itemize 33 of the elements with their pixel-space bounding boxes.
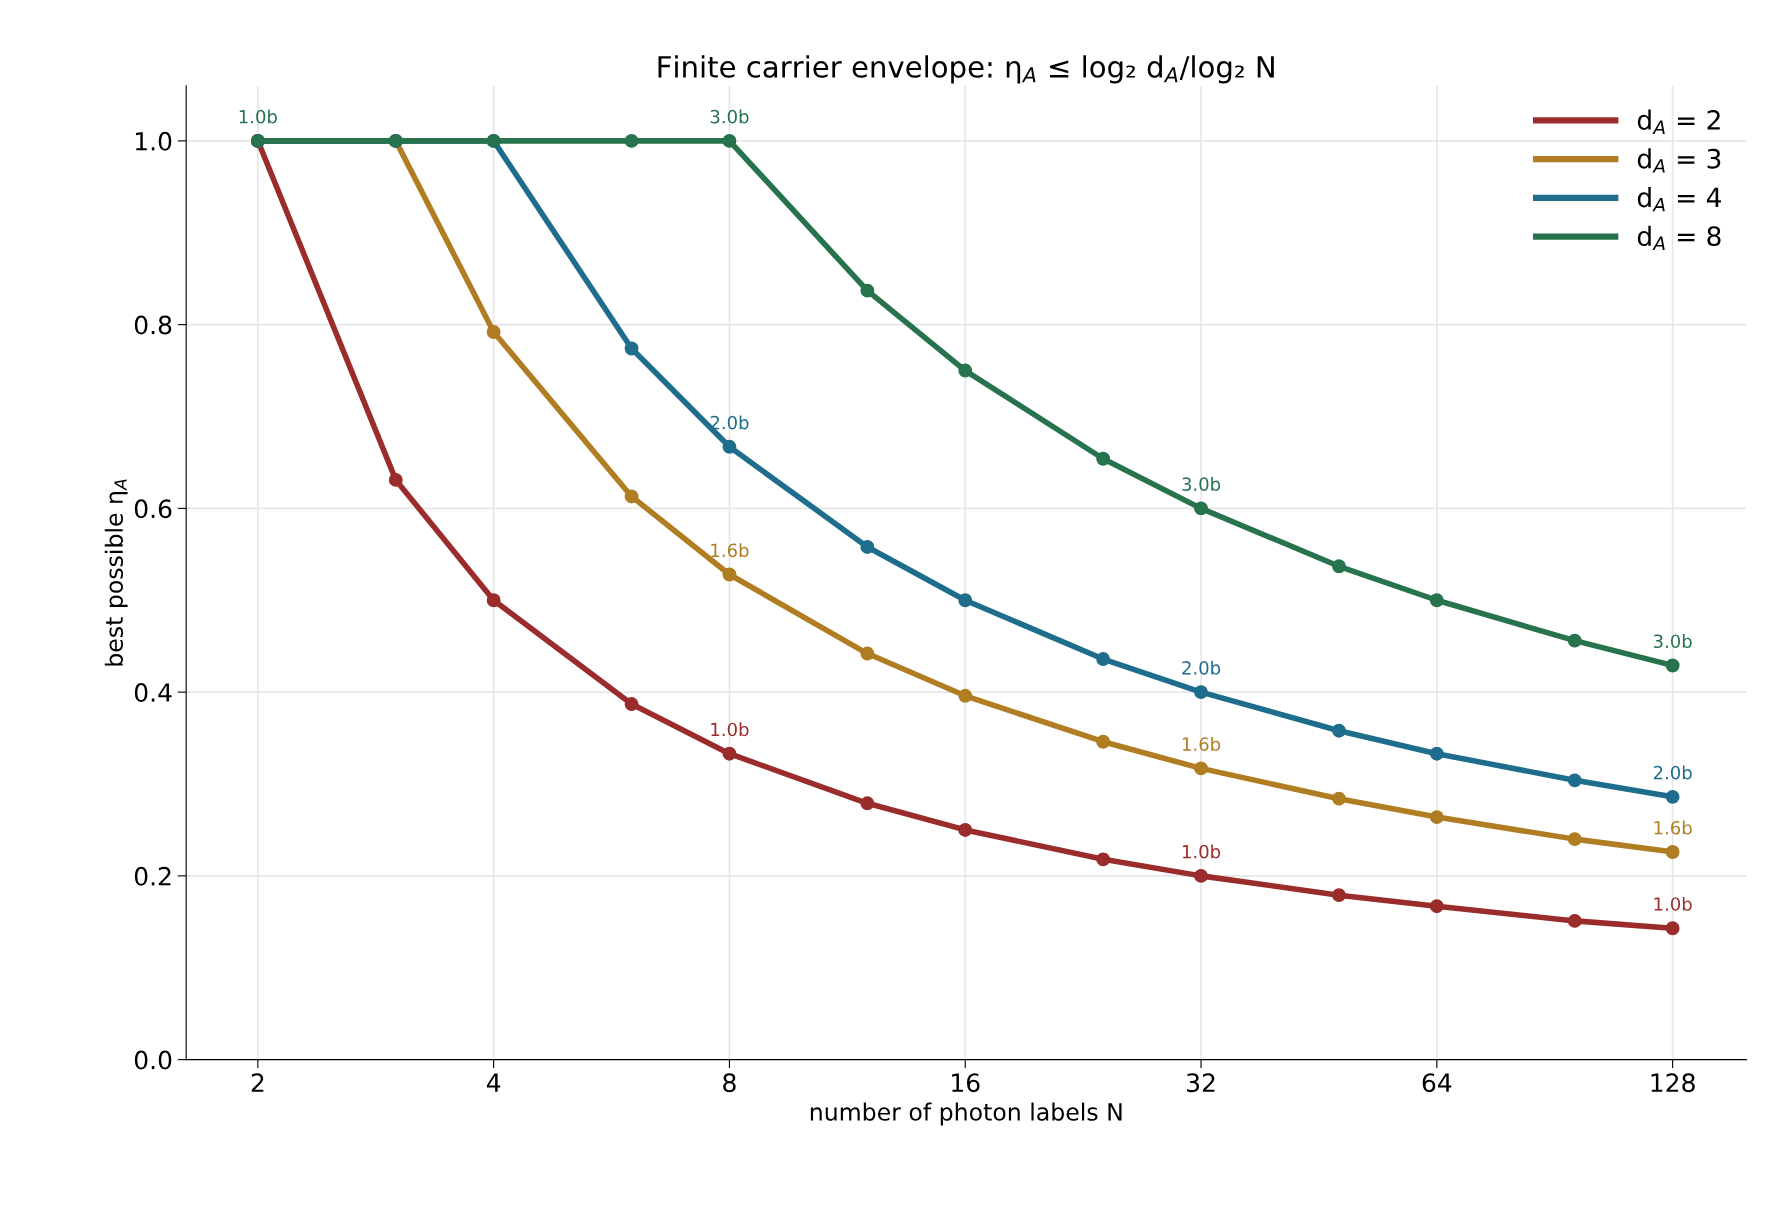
annotation: 2.0b (1182, 660, 1221, 675)
x-tick-label: 128 (1651, 1073, 1695, 1093)
x-tick-label: 8 (723, 1073, 736, 1093)
y-tick-label: 0.8 (134, 315, 172, 335)
annotation: 3.0b (1653, 634, 1692, 649)
annotation: 1.0b (711, 722, 749, 737)
annotation: 1.0b (1654, 896, 1692, 911)
x-tick-label: 64 (1422, 1073, 1452, 1093)
y-tick-label: 0.2 (134, 866, 171, 886)
annotation: 3.0b (1182, 477, 1221, 491)
chart-title: Finite carrier envelope: η$_{A}$ ≤ log₂ d$_{A}$/log₂ N (658, 55, 1274, 84)
legend-label: d$_{A}$ = 3 (1637, 148, 1721, 173)
annotation: 1.6b (1654, 820, 1692, 835)
y-axis-title: best possible η$_{A}$ (104, 479, 128, 666)
x-tick-label: 16 (952, 1073, 980, 1093)
y-tick-label: 1.0 (135, 131, 172, 151)
y-tick-label: 0.6 (134, 499, 172, 519)
x-tick-label: 4 (486, 1073, 501, 1092)
legend-label: d$_{A}$ = 2 (1637, 109, 1720, 134)
annotation: 2.0b (1653, 765, 1692, 780)
annotation: 3.0b (710, 109, 749, 124)
annotation: 2.0b (710, 415, 749, 430)
y-tick-label: 0.0 (134, 1050, 172, 1070)
x-axis-title: number of photon labels N (810, 1102, 1122, 1126)
legend-label: d$_{A}$ = 4 (1637, 186, 1721, 212)
annotation: 1.0b (1182, 844, 1221, 859)
annotation: 1.0b (239, 109, 277, 124)
x-tick-label: 32 (1187, 1073, 1215, 1093)
legend-label: d$_{A}$ = 8 (1637, 225, 1721, 251)
y-tick-label: 0.4 (134, 683, 172, 702)
annotation: 1.6b (711, 543, 749, 558)
x-tick-label: 2 (251, 1073, 264, 1092)
annotation: 1.6b (1182, 737, 1221, 751)
